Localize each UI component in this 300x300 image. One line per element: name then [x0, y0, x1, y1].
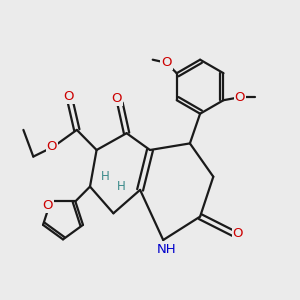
Text: H: H	[100, 169, 109, 183]
Text: O: O	[235, 91, 245, 104]
Text: O: O	[233, 227, 243, 240]
Text: O: O	[47, 140, 57, 153]
Text: O: O	[161, 56, 172, 69]
Text: O: O	[112, 92, 122, 105]
Text: NH: NH	[156, 243, 176, 256]
Text: O: O	[63, 90, 74, 103]
Text: H: H	[117, 179, 126, 193]
Text: O: O	[42, 200, 53, 212]
